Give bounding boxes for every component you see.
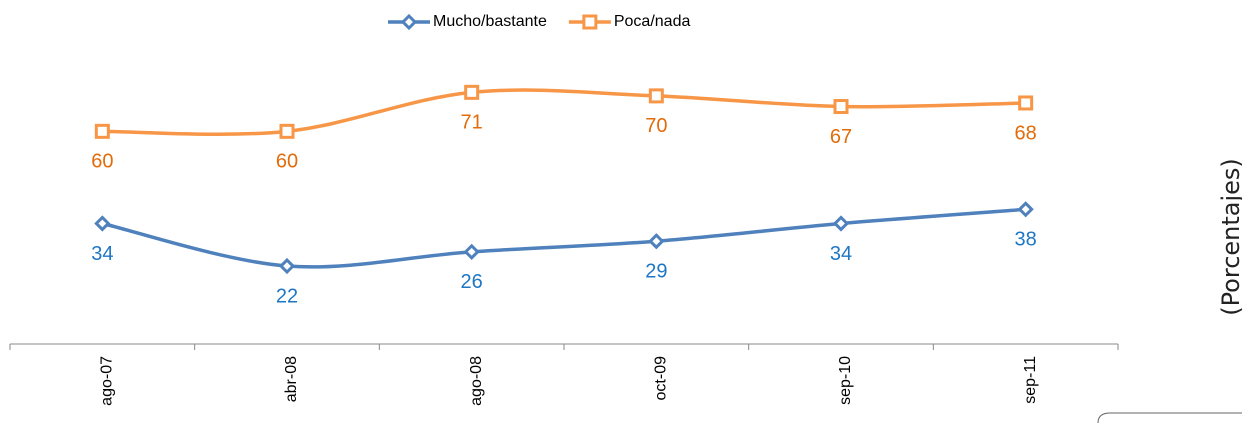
data-label: 60	[276, 151, 298, 173]
x-tick-label: ago-07	[99, 356, 116, 406]
point-marker	[94, 215, 111, 232]
x-tick-label: oct-09	[653, 356, 670, 401]
point-marker	[94, 123, 110, 139]
y-axis-label: (Porcentajes)	[1217, 158, 1242, 316]
data-label: 68	[1015, 122, 1037, 144]
data-label: 38	[1015, 229, 1037, 251]
x-tick-label: sep-11	[1022, 356, 1039, 404]
point-marker	[1018, 95, 1034, 111]
legend-label: Poca/nada	[614, 13, 691, 30]
point-marker	[648, 233, 665, 250]
data-label: 29	[645, 260, 667, 282]
data-label: 60	[91, 151, 113, 173]
panel-edge	[1097, 412, 1242, 423]
data-label: 26	[461, 271, 483, 293]
x-tick-label: abr-08	[283, 356, 300, 402]
x-tick-label: sep-10	[837, 356, 854, 405]
legend-label: Mucho/bastante	[433, 13, 547, 30]
data-label: 70	[645, 115, 667, 137]
data-label: 34	[830, 243, 852, 265]
data-label: 34	[91, 243, 113, 265]
point-marker	[463, 243, 480, 260]
data-label: 67	[830, 126, 852, 148]
series-line	[102, 88, 1026, 136]
x-tick-label: ago-08	[468, 356, 485, 406]
legend-marker	[400, 13, 418, 31]
point-marker	[648, 88, 664, 104]
point-marker	[278, 257, 296, 275]
point-marker	[832, 215, 850, 232]
data-label: 22	[276, 285, 298, 307]
series-line	[101, 207, 1026, 269]
point-marker	[1017, 201, 1034, 218]
point-marker	[464, 84, 480, 100]
data-label: 71	[461, 112, 483, 134]
point-marker	[833, 99, 849, 115]
point-marker	[279, 123, 295, 139]
legend-marker	[582, 14, 598, 30]
